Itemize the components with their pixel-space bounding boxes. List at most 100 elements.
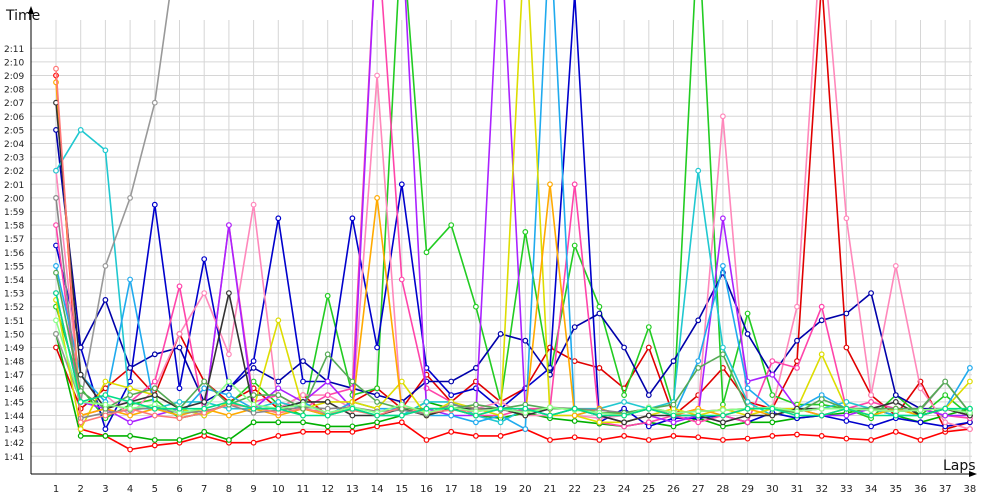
data-point [868,407,874,413]
y-tick-label: 1:42 [4,439,24,449]
y-tick-label: 1:45 [4,398,24,408]
x-tick-label: 26 [667,484,680,495]
data-point [398,181,405,188]
data-point [967,405,973,412]
data-point [818,412,825,419]
data-point [53,65,59,72]
y-tick-label: 2:11 [4,45,24,55]
data-point [892,412,899,419]
data-point [695,434,702,441]
data-point [275,392,282,399]
data-point [300,401,306,408]
y-tick-label: 2:04 [4,140,24,150]
data-point [645,405,652,412]
data-point [127,392,134,399]
data-point [53,344,59,351]
data-point [892,392,899,399]
data-point [942,412,949,419]
y-tick-label: 1:59 [4,208,24,218]
data-point [127,385,134,392]
data-point [176,437,183,443]
data-point [275,419,282,426]
data-point [53,317,59,324]
series-1 [53,72,973,453]
x-tick-label: 1 [53,484,59,495]
data-point [53,194,59,201]
data-point [151,201,158,208]
data-point [374,72,381,79]
data-point [374,419,381,426]
data-point [473,419,479,426]
y-tick-label: 1:56 [4,249,24,259]
data-point [102,392,109,399]
data-point [201,385,208,392]
data-point [176,385,183,392]
data-point [645,324,652,331]
data-point [571,418,578,424]
data-point [967,426,973,433]
x-tick-labels: 1 2 3 4 5 6 7 8 9 10 11 12 13 14 15 16 17 18 19 20 21 22 23 24 2… [53,484,976,495]
data-point [53,263,59,269]
data-point [769,358,776,365]
data-point [645,392,652,399]
data-point [300,412,306,419]
series-5 [53,0,973,433]
x-tick-label: 23 [593,484,606,495]
data-point [645,437,652,443]
data-point [868,437,874,443]
data-point [374,194,381,201]
data-point [448,405,455,412]
x-tick-label: 12 [321,484,334,495]
series-layer [53,0,973,453]
data-point [473,433,479,439]
data-point [892,428,899,435]
x-tick-label: 34 [865,484,878,495]
data-point [695,317,702,324]
data-point [596,412,603,419]
data-point [102,263,109,269]
data-point [102,147,109,154]
data-point [645,419,652,426]
data-point [151,385,158,392]
x-tick-label: 16 [420,484,433,495]
data-point [250,439,257,446]
data-point [324,378,331,385]
y-tick-label: 2:07 [4,99,24,109]
data-point [744,331,751,337]
data-point [670,419,677,426]
data-point [349,423,356,430]
data-point [250,405,257,412]
data-point [720,419,726,426]
x-tick-label: 18 [470,484,483,495]
data-point [794,365,800,371]
series-17 [53,65,973,426]
data-point [300,419,306,426]
data-point [53,167,59,174]
data-point [225,290,232,297]
data-point [769,371,776,378]
data-point [818,303,825,310]
y-tick-label: 2:05 [4,126,24,136]
data-point [744,310,751,317]
data-point [720,263,726,269]
x-tick-label: 19 [494,484,507,495]
data-point [225,392,232,399]
data-point [423,437,430,443]
data-point [349,215,356,222]
data-point [942,378,949,385]
series-line [55,75,970,451]
data-point [720,113,726,120]
data-point [102,426,109,433]
data-point [127,405,134,412]
data-point [151,351,158,358]
data-point [250,419,257,426]
data-point [127,433,134,439]
data-point [695,412,702,419]
y-tick-label: 2:10 [4,58,24,68]
data-point [967,365,973,371]
data-point [250,365,257,371]
y-tick-label: 2:01 [4,181,24,191]
data-point [942,405,949,412]
data-point [571,405,578,412]
data-point [769,405,776,412]
